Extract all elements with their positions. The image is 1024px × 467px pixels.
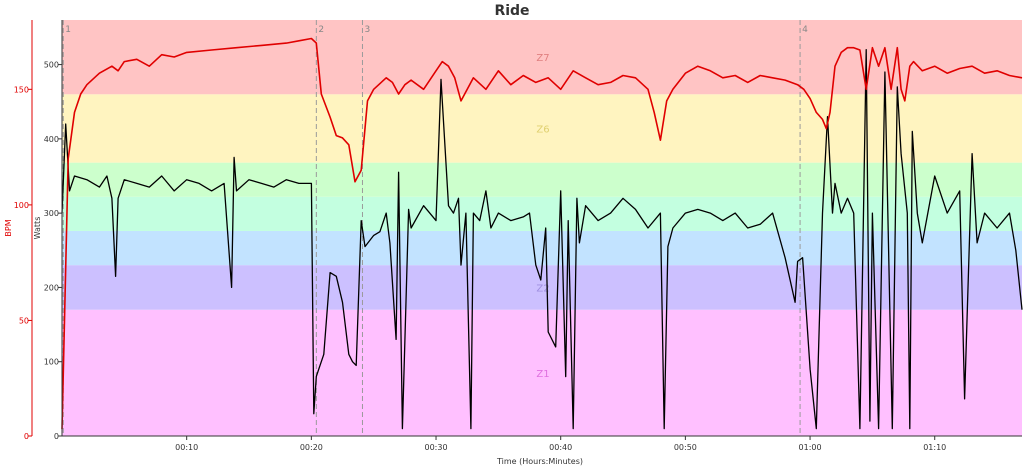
watts-tick-label: 400 <box>44 135 59 144</box>
watts-tick-label: 500 <box>44 61 59 70</box>
lap-label-2: 2 <box>318 25 324 35</box>
zone-band-z4 <box>62 196 1022 231</box>
chart-title: Ride <box>494 3 529 19</box>
x-tick-label: 00:50 <box>674 443 697 452</box>
x-tick-label: 00:40 <box>549 443 572 452</box>
watts-tick-label: 100 <box>44 358 59 367</box>
zone-band-z6 <box>62 94 1022 163</box>
bpm-tick-label: 0 <box>24 432 29 441</box>
lap-label-3: 3 <box>364 25 370 35</box>
bpm-tick-label: 50 <box>19 316 29 325</box>
zone-label-z7: Z7 <box>536 53 549 64</box>
x-tick-label: 01:10 <box>923 443 946 452</box>
zone-label-z2: Z2 <box>536 283 549 294</box>
x-tick-label: 00:10 <box>175 443 198 452</box>
lap-label-1: 1 <box>65 25 71 35</box>
bpm-tick-label: 100 <box>14 201 29 210</box>
zone-band-z7 <box>62 20 1022 95</box>
series-line-bpm <box>61 37 1023 430</box>
watts-tick-label: 200 <box>44 283 59 292</box>
watts-tick-label: 300 <box>44 209 59 218</box>
zone-band-z3 <box>62 230 1022 266</box>
watts-axis-label: Watts <box>33 217 42 240</box>
x-axis-label: Time (Hours:Minutes) <box>496 457 583 466</box>
zone-band-z5 <box>62 162 1022 197</box>
x-tick-label: 00:30 <box>424 443 447 452</box>
series-lines <box>61 37 1023 430</box>
x-tick-label: 01:00 <box>799 443 822 452</box>
tick-labels: 00:10 00:20 00:30 00:40 00:50 01:00 01:10 0 100 2… <box>14 61 947 452</box>
bpm-axis-label: BPM <box>4 219 13 236</box>
bpm-tick-label: 150 <box>14 85 29 94</box>
series-line-watts <box>61 49 1023 430</box>
x-tick-label: 00:20 <box>300 443 323 452</box>
zone-bands: Z1 Z2 Z6 Z7 <box>62 20 1022 436</box>
watts-tick-label: 0 <box>54 432 59 441</box>
zone-label-z6: Z6 <box>536 124 549 135</box>
lap-label-4: 4 <box>802 25 808 35</box>
zone-label-z1: Z1 <box>536 369 549 380</box>
